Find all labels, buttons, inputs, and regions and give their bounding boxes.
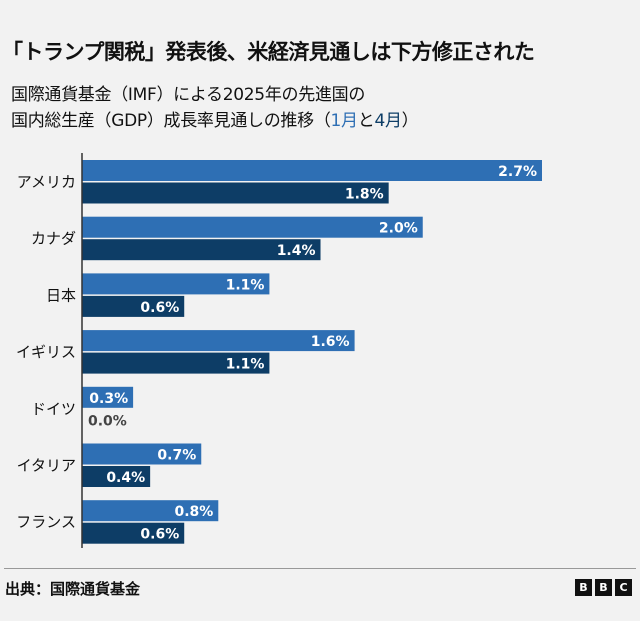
chart-subtitle: 国際通貨基金（IMF）による2025年の先進国の 国内総生産（GDP）成長率見通… bbox=[11, 82, 419, 134]
data-label: 0.0% bbox=[88, 413, 127, 429]
category-label: フランス bbox=[16, 513, 76, 531]
data-label: 0.4% bbox=[106, 470, 145, 486]
bbc-logo-b1: B bbox=[575, 579, 592, 596]
chart-title: 「トランプ関税」発表後、米経済見通しは下方修正された bbox=[2, 40, 535, 64]
bar-jan bbox=[82, 330, 355, 352]
bar-chart: アメリカ 2.7% 1.8% カナダ 2.0% 1.4% 日本 1.1% 0.6% イギリス 1.6… bbox=[16, 153, 542, 548]
bar-apr bbox=[82, 352, 270, 374]
subtitle-suffix: ） bbox=[401, 111, 419, 131]
category-label: イタリア bbox=[17, 457, 76, 475]
data-label: 2.7% bbox=[498, 164, 537, 180]
subtitle-text: 国内総生産（GDP）成長率見通しの推移（ bbox=[11, 111, 331, 131]
data-label: 0.3% bbox=[89, 391, 128, 407]
legend-jan: 1月 bbox=[330, 111, 359, 131]
category-label: カナダ bbox=[31, 230, 76, 248]
bar-jan bbox=[82, 500, 219, 522]
bar-apr bbox=[82, 239, 321, 261]
data-label: 1.4% bbox=[277, 243, 316, 259]
data-label: 1.6% bbox=[311, 334, 350, 350]
category-label: 日本 bbox=[46, 286, 76, 304]
data-label: 1.1% bbox=[226, 277, 265, 293]
bar-apr bbox=[82, 182, 389, 204]
data-label: 0.8% bbox=[174, 504, 213, 520]
legend-apr: 4月 bbox=[374, 111, 402, 131]
data-label: 0.7% bbox=[157, 448, 196, 464]
bbc-logo-c: C bbox=[615, 579, 632, 596]
source-text: 出典：国際通貨基金 bbox=[5, 580, 141, 598]
bar-jan bbox=[82, 216, 423, 238]
data-label: 1.1% bbox=[226, 357, 265, 373]
subtitle-line-1: 国際通貨基金（IMF）による2025年の先進国の bbox=[11, 85, 366, 105]
category-label: イギリス bbox=[16, 343, 76, 361]
bbc-logo-b2: B bbox=[595, 579, 612, 596]
subtitle-and: と bbox=[357, 111, 375, 131]
bar-apr bbox=[82, 522, 185, 544]
subtitle-line-2: 国内総生産（GDP）成長率見通しの推移（1月と4月） bbox=[11, 108, 419, 134]
category-label: ドイツ bbox=[31, 400, 76, 418]
data-label: 1.8% bbox=[345, 187, 384, 203]
footer-divider bbox=[4, 568, 636, 569]
bar-jan bbox=[82, 386, 134, 408]
data-label: 2.0% bbox=[379, 221, 418, 237]
bar-jan bbox=[82, 160, 542, 181]
category-label: アメリカ bbox=[17, 173, 76, 191]
data-label: 0.6% bbox=[140, 300, 179, 316]
bar-jan bbox=[82, 273, 270, 295]
bar-jan bbox=[82, 443, 202, 465]
bar-apr bbox=[82, 466, 151, 487]
data-label: 0.6% bbox=[140, 527, 179, 543]
bbc-logo: B B C bbox=[575, 579, 632, 596]
bar-apr bbox=[82, 295, 185, 317]
